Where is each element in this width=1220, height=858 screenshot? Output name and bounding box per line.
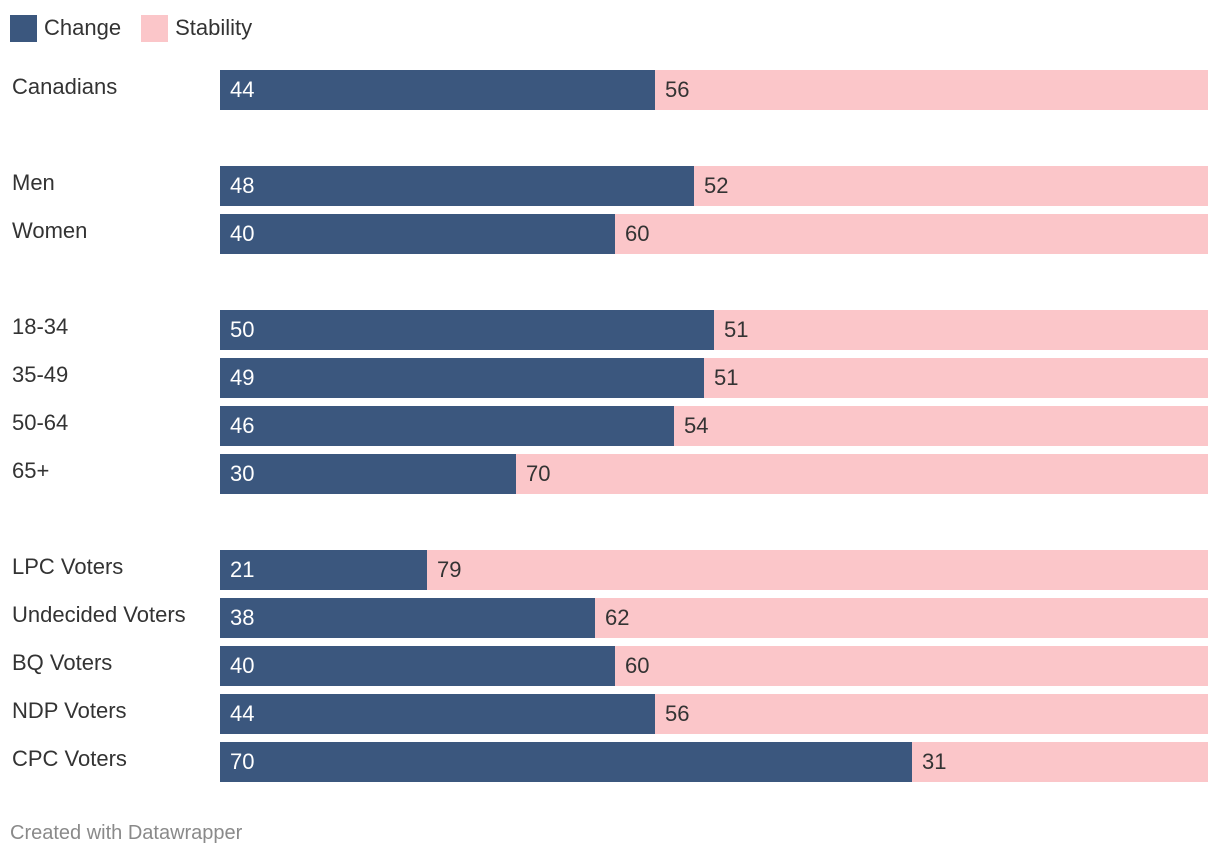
value-label-change-lpc-voters: 21	[230, 557, 255, 582]
value-label-stability-50-64: 54	[684, 413, 709, 438]
row-label-50-64: 50-64	[12, 410, 69, 435]
row-label-undecided-voters: Undecided Voters	[12, 602, 186, 627]
bar-stability-bq-voters	[615, 646, 1208, 686]
row-label-cpc-voters: CPC Voters	[12, 746, 127, 771]
row-label-18-34: 18-34	[12, 314, 69, 339]
value-label-change-bq-voters: 40	[230, 653, 255, 678]
value-label-change-cpc-voters: 70	[230, 749, 255, 774]
value-label-change-50-64: 46	[230, 413, 255, 438]
value-label-change-women: 40	[230, 221, 255, 246]
bar-stability-women	[615, 214, 1208, 254]
bar-stability-35-49	[704, 358, 1208, 398]
value-label-change-canadians: 44	[230, 77, 255, 102]
value-label-stability-35-49: 51	[714, 365, 739, 390]
row-label-ndp-voters: NDP Voters	[12, 698, 127, 723]
bar-change-undecided-voters	[220, 598, 595, 638]
bar-change-18-34	[220, 310, 714, 350]
value-label-stability-canadians: 56	[665, 77, 690, 102]
legend-item-stability: Stability	[141, 14, 253, 42]
value-label-stability-bq-voters: 60	[625, 653, 650, 678]
value-label-stability-men: 52	[704, 173, 729, 198]
bar-stability-cpc-voters	[912, 742, 1208, 782]
value-label-stability-ndp-voters: 56	[665, 701, 690, 726]
bar-stability-undecided-voters	[595, 598, 1208, 638]
bar-change-50-64	[220, 406, 674, 446]
bar-stability-50-64	[674, 406, 1208, 446]
row-label-men: Men	[12, 170, 55, 195]
bar-change-ndp-voters	[220, 694, 655, 734]
row-label-lpc-voters: LPC Voters	[12, 554, 124, 579]
legend-swatch-change	[10, 14, 37, 42]
value-label-change-men: 48	[230, 173, 255, 198]
value-label-change-ndp-voters: 44	[230, 701, 255, 726]
bar-stability-18-34	[714, 310, 1208, 350]
legend: Change Stability	[10, 13, 272, 43]
legend-item-change: Change	[10, 14, 122, 42]
bar-change-cpc-voters	[220, 742, 912, 782]
bar-change-65-	[220, 454, 516, 494]
bar-stability-lpc-voters	[427, 550, 1208, 590]
legend-swatch-stability	[141, 14, 169, 42]
legend-label-stability: Stability	[175, 15, 253, 40]
row-label-women: Women	[12, 218, 88, 243]
bar-stability-canadians	[655, 70, 1208, 110]
value-label-stability-cpc-voters: 31	[922, 749, 947, 774]
bar-change-men	[220, 166, 694, 206]
bar-stability-65-	[516, 454, 1208, 494]
value-label-stability-65-: 70	[526, 461, 551, 486]
bar-change-bq-voters	[220, 646, 615, 686]
bar-change-canadians	[220, 70, 655, 110]
bar-change-women	[220, 214, 615, 254]
footer-credit[interactable]: Created with Datawrapper	[10, 822, 243, 844]
value-label-stability-lpc-voters: 79	[437, 557, 462, 582]
row-label-bq-voters: BQ Voters	[12, 650, 113, 675]
bar-change-lpc-voters	[220, 550, 427, 590]
row-label-35-49: 35-49	[12, 362, 69, 387]
value-label-change-35-49: 49	[230, 365, 255, 390]
bar-change-35-49	[220, 358, 704, 398]
value-label-stability-18-34: 51	[724, 317, 749, 342]
value-label-change-65-: 30	[230, 461, 255, 486]
value-label-stability-women: 60	[625, 221, 650, 246]
row-label-65-: 65+	[12, 458, 50, 483]
value-label-stability-undecided-voters: 62	[605, 605, 630, 630]
value-label-change-18-34: 50	[230, 317, 255, 342]
bar-stability-men	[694, 166, 1208, 206]
value-label-change-undecided-voters: 38	[230, 605, 255, 630]
bar-stability-ndp-voters	[655, 694, 1208, 734]
row-label-canadians: Canadians	[12, 74, 118, 99]
legend-label-change: Change	[44, 15, 122, 40]
